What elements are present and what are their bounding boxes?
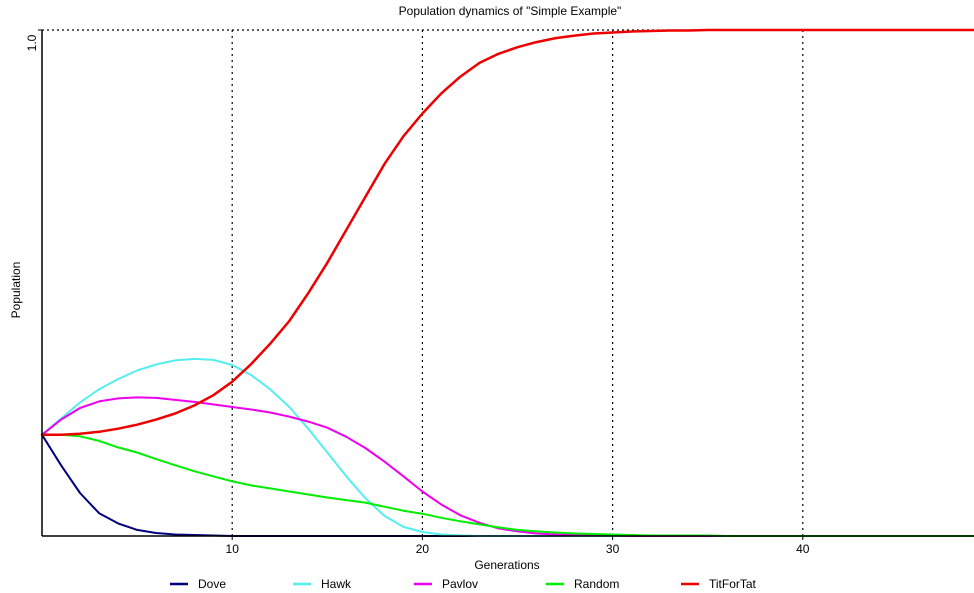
- x-axis-label: Generations: [474, 558, 539, 572]
- series-line-titfortat: [40, 28, 974, 437]
- legend: Dove Hawk Pavlov Random TitForTat: [170, 577, 757, 591]
- x-tick-label: 10: [226, 542, 240, 556]
- legend-label: Dove: [198, 577, 226, 591]
- grid-layer: [42, 29, 974, 536]
- axes-layer: [41, 30, 974, 537]
- y-axis-label: Population: [9, 262, 23, 319]
- legend-label: Random: [574, 577, 619, 591]
- legend-item-dove: Dove: [170, 577, 226, 591]
- series-layer: [40, 28, 974, 537]
- series-line-dove: [41, 433, 974, 537]
- x-tick-label: 20: [416, 542, 430, 556]
- x-tick-labels: 10 20 30 40: [226, 536, 810, 556]
- legend-label: Hawk: [321, 577, 352, 591]
- series-line-random: [41, 433, 974, 537]
- series-line-hawk: [41, 357, 974, 537]
- legend-label: TitForTat: [709, 577, 757, 591]
- legend-item-pavlov: Pavlov: [414, 577, 478, 591]
- chart-title: Population dynamics of "Simple Example": [399, 4, 622, 18]
- legend-label: Pavlov: [442, 577, 478, 591]
- y-tick-label: 1.0: [25, 34, 39, 51]
- legend-item-random: Random: [546, 577, 619, 591]
- y-tick-labels: 1.0: [25, 29, 42, 51]
- x-tick-label: 40: [796, 542, 810, 556]
- legend-item-hawk: Hawk: [293, 577, 352, 591]
- x-tick-label: 30: [606, 542, 620, 556]
- legend-item-titfortat: TitForTat: [681, 577, 757, 591]
